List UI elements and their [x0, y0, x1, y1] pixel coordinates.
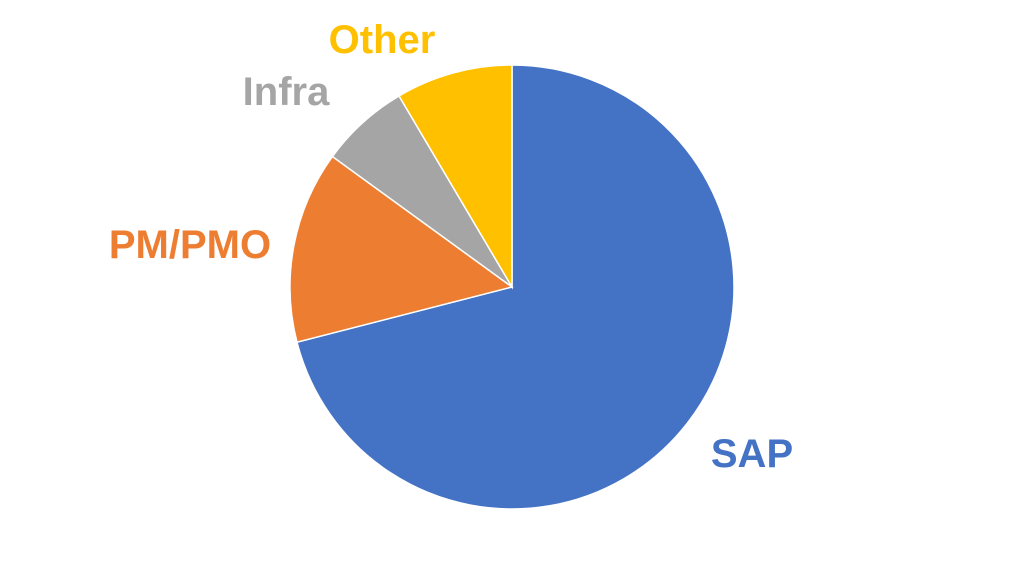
pie-slice-other [397, 64, 513, 290]
slice-label-sap: SAP [711, 432, 793, 476]
slice-label-other: Other [329, 18, 436, 62]
pie-slices [289, 64, 735, 510]
slice-label-pm-pmo: PM/PMO [109, 223, 271, 267]
pie-slice-pm-pmo [289, 155, 514, 344]
slice-label-infra: Infra [243, 70, 330, 114]
pie-slice-sap [296, 64, 735, 510]
pie-labels: SAP PM/PMO Infra Other [109, 18, 793, 476]
